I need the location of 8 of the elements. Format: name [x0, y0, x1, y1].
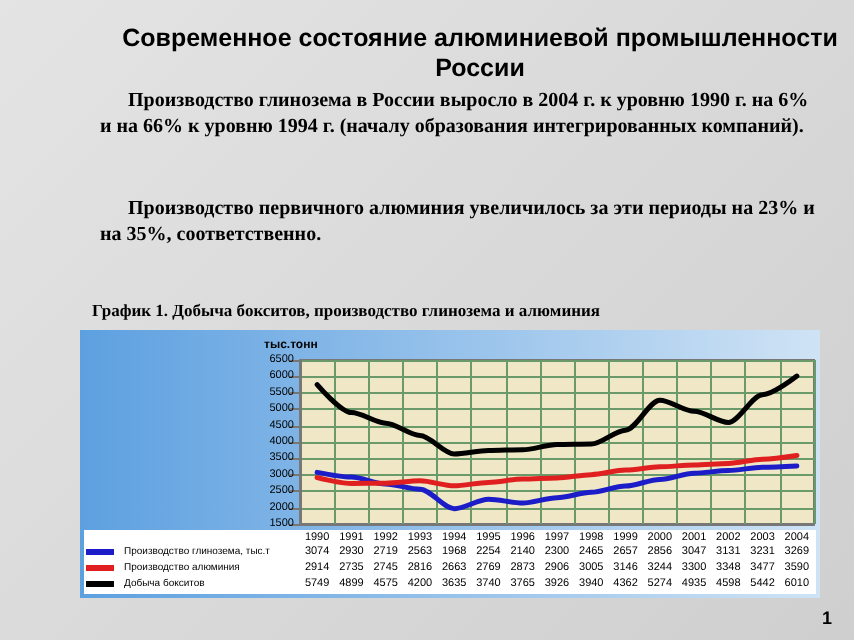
- line-series: [314, 373, 800, 457]
- text: Производство глинозема в России выросло в 2004 г. к уровню 1990 г. на 6% и на 66% к уровню 1994 г. (началу образования интегрированных компаний).: [100, 88, 811, 140]
- text: 1: [822, 608, 833, 628]
- line-series: [314, 463, 800, 512]
- chart-title: Современное состояние алюминиевой промышленности России: [120, 24, 840, 84]
- line-series: [314, 452, 800, 489]
- text: Производство первичного алюминия увеличилось за эти периоды на 23% и на 35%, соответственно.: [100, 196, 817, 248]
- text: График 1. Добыча бокситов, производство глинозема и алюминия: [92, 300, 600, 320]
